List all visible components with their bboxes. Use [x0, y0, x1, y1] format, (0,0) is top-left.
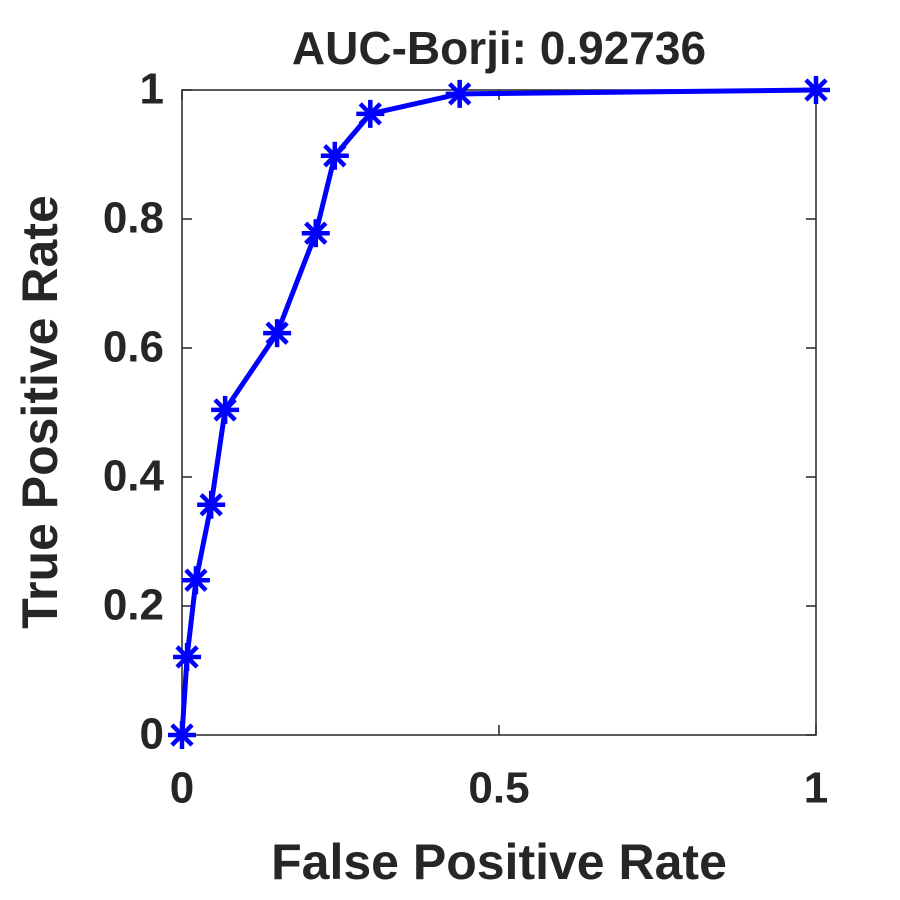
- marker-stroke: [323, 144, 347, 168]
- y-tick-label: 1: [140, 65, 164, 114]
- y-tick-label: 0.4: [103, 452, 165, 501]
- marker: [263, 319, 292, 348]
- x-tick-label: 1: [804, 764, 828, 813]
- chart-title: AUC-Borji: 0.92736: [292, 22, 706, 74]
- marker-stroke: [213, 398, 237, 422]
- marker-stroke: [448, 82, 472, 106]
- marker-stroke: [199, 493, 223, 517]
- marker-stroke: [265, 321, 289, 345]
- marker: [320, 141, 349, 170]
- y-tick-label: 0.2: [103, 581, 164, 630]
- marker: [802, 76, 830, 104]
- marker-stroke: [170, 723, 194, 747]
- marker: [356, 99, 385, 128]
- x-axis-label: False Positive Rate: [271, 834, 727, 890]
- marker-stroke: [804, 78, 828, 102]
- marker: [211, 395, 240, 424]
- y-tick-label: 0.6: [103, 323, 164, 372]
- plot-area: [181, 89, 817, 736]
- marker-stroke: [175, 645, 199, 669]
- marker: [181, 566, 210, 595]
- marker: [197, 490, 226, 519]
- marker: [168, 721, 196, 749]
- y-tick-label: 0: [140, 710, 164, 759]
- marker: [173, 642, 202, 671]
- y-axis-label: True Positive Rate: [12, 195, 68, 629]
- y-tick-label: 0.8: [103, 194, 164, 243]
- x-tick-label: 0: [170, 764, 194, 813]
- marker: [445, 79, 474, 108]
- marker-stroke: [304, 221, 328, 245]
- marker-stroke: [184, 568, 208, 592]
- marker-stroke: [358, 102, 382, 126]
- marker: [301, 219, 330, 248]
- x-tick-label: 0.5: [468, 764, 529, 813]
